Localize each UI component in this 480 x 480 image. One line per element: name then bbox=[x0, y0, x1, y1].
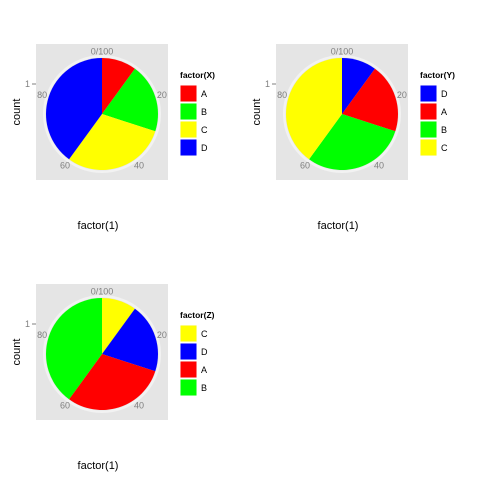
legend-label-d: D bbox=[441, 89, 448, 99]
angle-tick-label: 40 bbox=[374, 160, 384, 170]
grid-circle bbox=[42, 54, 162, 174]
legend-swatch-a bbox=[420, 103, 437, 120]
pie-chart-2: 0/100 20 40 60 80 1 factor(1) count factor(Y) DAB… bbox=[251, 44, 455, 232]
legend-swatch-c bbox=[180, 121, 197, 138]
legend-swatch-d bbox=[180, 343, 197, 360]
x-axis-title: factor(1) bbox=[78, 460, 119, 472]
grid-circle bbox=[282, 54, 402, 174]
legend-title: factor(Y) bbox=[420, 70, 455, 80]
legend-swatch-b bbox=[420, 121, 437, 138]
pie-slice-a bbox=[342, 68, 398, 132]
angle-tick-label: 0/100 bbox=[331, 47, 354, 57]
legend-label-a: A bbox=[201, 365, 207, 375]
y-axis-title: count bbox=[251, 99, 263, 126]
angle-tick-label: 60 bbox=[60, 160, 70, 170]
angle-tick-label: 80 bbox=[37, 90, 47, 100]
y-axis-title: count bbox=[11, 339, 23, 366]
grid-circle bbox=[42, 294, 162, 414]
angle-tick-label: 20 bbox=[397, 90, 407, 100]
legend-label-b: B bbox=[441, 125, 447, 135]
x-axis-title: factor(1) bbox=[318, 220, 359, 232]
pie-slice-c bbox=[286, 58, 342, 160]
legend-label-c: C bbox=[201, 329, 208, 339]
y-tick-label: 1 bbox=[265, 79, 270, 89]
legend-label-b: B bbox=[201, 107, 207, 117]
legend-swatch-c bbox=[420, 139, 437, 156]
y-tick-label: 1 bbox=[25, 319, 30, 329]
angle-tick-label: 40 bbox=[134, 400, 144, 410]
angle-tick-label: 80 bbox=[37, 330, 47, 340]
pie-slice-c bbox=[69, 114, 156, 170]
legend-swatch-d bbox=[180, 139, 197, 156]
pie-slice-d bbox=[342, 58, 375, 114]
legend-label-c: C bbox=[201, 125, 208, 135]
legend-label-d: D bbox=[201, 347, 208, 357]
legend-label-a: A bbox=[441, 107, 447, 117]
pie-chart-1: 0/100 20 40 60 80 1 factor(1) count factor(X) ABC… bbox=[11, 44, 215, 232]
legend-swatch-d bbox=[420, 85, 437, 102]
legend-swatch-c bbox=[180, 325, 197, 342]
y-tick-label: 1 bbox=[25, 79, 30, 89]
x-axis-title: factor(1) bbox=[78, 220, 119, 232]
pie-chart-3: 0/100 20 40 60 80 1 factor(1) count factor(Z) CDA… bbox=[11, 284, 215, 472]
legend-label-b: B bbox=[201, 383, 207, 393]
pie-slice-b bbox=[309, 114, 396, 170]
angle-tick-label: 20 bbox=[157, 330, 167, 340]
pie-slice-d bbox=[46, 58, 102, 160]
legend-title: factor(Z) bbox=[180, 310, 215, 320]
angle-tick-label: 60 bbox=[300, 160, 310, 170]
legend-swatch-a bbox=[180, 85, 197, 102]
pie-slice-d bbox=[102, 308, 158, 372]
legend-swatch-a bbox=[180, 361, 197, 378]
legend-label-c: C bbox=[441, 143, 448, 153]
legend-title: factor(X) bbox=[180, 70, 215, 80]
pie-slice-a bbox=[102, 58, 135, 114]
angle-tick-label: 0/100 bbox=[91, 47, 114, 57]
legend-label-a: A bbox=[201, 89, 207, 99]
pie-slice-b bbox=[102, 68, 158, 132]
pie-slice-c bbox=[102, 298, 135, 354]
angle-tick-label: 80 bbox=[277, 90, 287, 100]
pie-slice-b bbox=[46, 298, 102, 400]
angle-tick-label: 20 bbox=[157, 90, 167, 100]
angle-tick-label: 40 bbox=[134, 160, 144, 170]
pie-slice-a bbox=[69, 354, 156, 410]
legend-swatch-b bbox=[180, 103, 197, 120]
angle-tick-label: 0/100 bbox=[91, 287, 114, 297]
legend-label-d: D bbox=[201, 143, 208, 153]
angle-tick-label: 60 bbox=[60, 400, 70, 410]
legend-swatch-b bbox=[180, 379, 197, 396]
y-axis-title: count bbox=[11, 99, 23, 126]
